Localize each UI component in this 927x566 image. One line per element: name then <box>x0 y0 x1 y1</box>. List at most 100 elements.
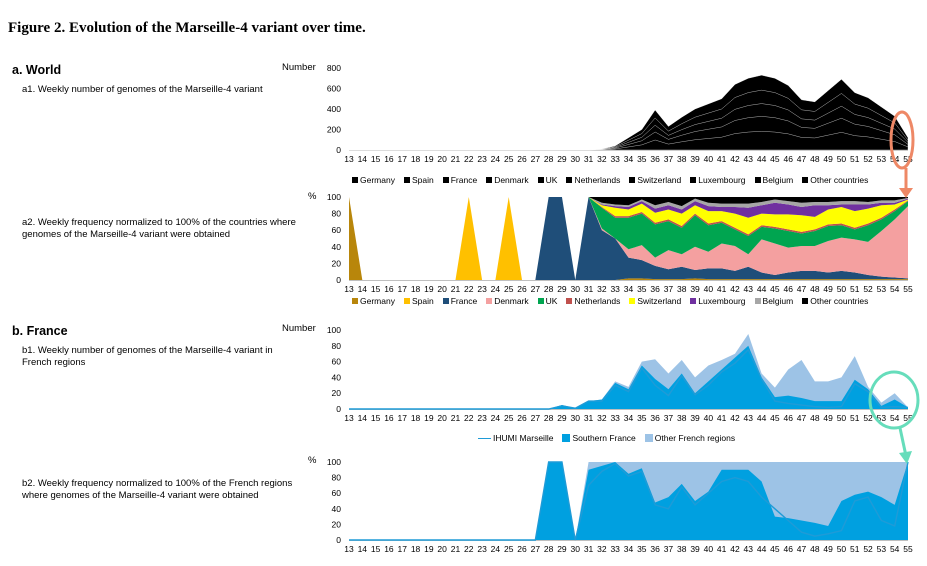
legend-label: Spain <box>411 175 434 185</box>
legend-item: Other countries <box>802 296 868 306</box>
a1-xtick: 43 <box>744 154 754 164</box>
b1-xtick: 51 <box>850 413 860 423</box>
a1-xtick: 51 <box>850 154 860 164</box>
legend-item: Switzerland <box>629 296 681 306</box>
a2-xtick: 13 <box>344 284 354 294</box>
a2-xtick: 26 <box>517 284 527 294</box>
a2-xtick: 20 <box>437 284 447 294</box>
legend-label: Luxembourg <box>698 296 746 306</box>
b1-xtick: 48 <box>810 413 820 423</box>
b1-xtick: 28 <box>544 413 554 423</box>
b1-xtick: 17 <box>398 413 408 423</box>
b1-xtick: 34 <box>624 413 634 423</box>
b1-xtick: 50 <box>837 413 847 423</box>
a2-xtick: 52 <box>863 284 873 294</box>
a2-xtick: 40 <box>704 284 714 294</box>
b1-ytick: 60 <box>332 357 342 367</box>
b2-xtick: 16 <box>384 544 394 554</box>
a2-xtick: 44 <box>757 284 767 294</box>
a1-description: a1. Weekly number of genomes of the Mars… <box>22 84 263 95</box>
legend-item: UK <box>537 296 558 306</box>
a1-xtick: 55 <box>903 154 913 164</box>
a1-xtick: 17 <box>398 154 408 164</box>
a1-xtick: 19 <box>424 154 434 164</box>
b2-xtick: 42 <box>730 544 740 554</box>
legend-swatch <box>802 298 809 304</box>
legend-item: France <box>442 175 478 185</box>
b1-xtick: 33 <box>610 413 620 423</box>
a1-ytick: 200 <box>327 125 341 135</box>
a1-ytick: 600 <box>327 84 341 94</box>
a2-xtick: 30 <box>571 284 581 294</box>
a1-xtick: 35 <box>637 154 647 164</box>
b1-ytick: 100 <box>327 325 341 335</box>
b1-xtick: 15 <box>371 413 381 423</box>
b1-description: b1. Weekly number of genomes of the Mars… <box>22 345 273 368</box>
legend-item: Switzerland <box>629 175 681 185</box>
b2-xtick: 38 <box>677 544 687 554</box>
a1-xtick: 16 <box>384 154 394 164</box>
a1-xtick: 21 <box>451 154 461 164</box>
a2-xtick: 36 <box>650 284 660 294</box>
a1-ytick: 400 <box>327 104 341 114</box>
a1-legend: Germany Spain France Denmark UK Netherlands Sw… <box>352 175 868 185</box>
a1-xtick: 32 <box>597 154 607 164</box>
legend-label: Spain <box>411 296 434 306</box>
b2-xtick: 27 <box>531 544 541 554</box>
b2-xtick: 14 <box>358 544 368 554</box>
france-arrow-shaft <box>898 427 908 457</box>
a1-ytick: 800 <box>327 63 341 73</box>
a1-xtick: 23 <box>477 154 487 164</box>
legend-item: Other countries <box>802 175 868 185</box>
a1-xtick: 39 <box>690 154 700 164</box>
b1-xtick: 38 <box>677 413 687 423</box>
legend-label: France <box>450 175 478 185</box>
a2-xtick: 42 <box>730 284 740 294</box>
b2-xtick: 26 <box>517 544 527 554</box>
b2-xtick: 17 <box>398 544 408 554</box>
world-section-title: a. World <box>12 63 62 77</box>
b1-xtick: 42 <box>730 413 740 423</box>
b1-xtick: 47 <box>797 413 807 423</box>
a2-xtick: 47 <box>797 284 807 294</box>
b1-ytick: 20 <box>332 388 342 398</box>
b1-xtick: 21 <box>451 413 461 423</box>
b2-xtick: 44 <box>757 544 767 554</box>
b2-xtick: 36 <box>650 544 660 554</box>
legend-item: UK <box>537 175 558 185</box>
legend-item: Luxembourg <box>690 296 746 306</box>
legend-item: Denmark <box>486 175 529 185</box>
b1-xtick: 45 <box>770 413 780 423</box>
b1-xtick: 32 <box>597 413 607 423</box>
legend-label: UK <box>545 175 558 185</box>
legend-swatch <box>644 434 653 442</box>
legend-swatch <box>537 298 544 304</box>
legend-swatch <box>478 437 491 439</box>
legend-swatch <box>352 298 358 304</box>
legend-label: Southern France <box>572 433 636 443</box>
legend-label: France <box>450 296 478 306</box>
b1-xtick: 52 <box>863 413 873 423</box>
b2-xtick: 32 <box>597 544 607 554</box>
legend-label: Belgium <box>762 296 794 306</box>
a1-xtick: 20 <box>437 154 447 164</box>
legend-label: UK <box>545 296 558 306</box>
b2-xtick: 47 <box>797 544 807 554</box>
b2-ylabel: % <box>308 455 317 466</box>
b1-xtick: 25 <box>504 413 514 423</box>
a2-xtick: 53 <box>877 284 887 294</box>
b2-xtick: 54 <box>890 544 900 554</box>
b1-xtick: 22 <box>464 413 474 423</box>
legend-label: Belgium <box>762 175 794 185</box>
b1-xtick: 39 <box>690 413 700 423</box>
a2-xtick: 35 <box>637 284 647 294</box>
legend-swatch <box>486 298 493 304</box>
legend-item: France <box>442 296 478 306</box>
b2-xtick: 13 <box>344 544 354 554</box>
a2-series-luxembourg <box>349 197 908 280</box>
a2-xtick: 23 <box>477 284 487 294</box>
legend-item: Spain <box>403 175 434 185</box>
a2-xtick: 14 <box>358 284 368 294</box>
a2-series-uk <box>349 197 908 280</box>
